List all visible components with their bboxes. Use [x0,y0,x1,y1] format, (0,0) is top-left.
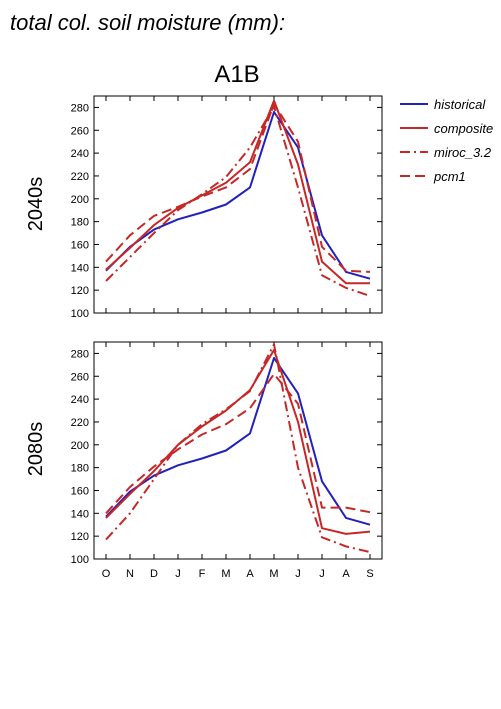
y-tick-label: 140 [71,508,89,520]
y-tick-label: 180 [71,217,89,229]
x-tick-label: F [199,568,206,580]
y-tick-label: 280 [71,348,89,360]
figure-title: total col. soil moisture (mm): [10,10,285,35]
legend-label: miroc_3.2 [434,145,492,160]
x-tick-label: M [221,568,230,580]
panel-2080s-label: 2080s [25,422,47,477]
y-tick-label: 160 [71,485,89,497]
x-tick-label: N [126,568,134,580]
legend-label: composite [434,121,493,136]
panel-2040s-frame [93,95,383,314]
y-tick-label: 220 [71,171,89,183]
y-tick-label: 280 [71,102,89,114]
scenario-title: A1B [214,61,259,88]
panel-2040s-label: 2040s [25,177,47,232]
panel-2080s: 2080s 100 120 140 160 180 200 220 240 260 280 O N D J… [25,341,383,580]
series-line-historical [105,357,371,526]
x-tick-label: S [366,568,373,580]
panel-2040s: 2040s 100 120 140 160 180 200 220 240 260 280 [25,95,383,320]
legend: historical composite miroc_3.2 pcm1 [400,97,493,184]
legend-item: composite [400,121,493,136]
series-line-composite [105,99,370,285]
y-tick-label: 160 [71,239,89,251]
legend-item: pcm1 [400,169,466,184]
y-tick-label: 260 [71,125,89,137]
y-tick-label: 120 [71,285,89,297]
x-tick-label: D [150,568,158,580]
panel-2080s-frame [93,341,383,560]
y-tick-label: 200 [71,440,89,452]
y-tick-label: 140 [71,262,89,274]
legend-item: historical [400,97,486,112]
y-tick-label: 100 [71,554,89,566]
series-line-miroc-3-2 [105,343,371,554]
series-line-historical [105,111,371,280]
series-line-pcm1 [105,373,371,514]
y-tick-label: 180 [71,463,89,475]
legend-item: miroc_3.2 [400,145,492,160]
x-tick-label: J [295,568,301,580]
x-tick-label: A [246,568,254,580]
x-tick-label: J [319,568,325,580]
x-tick-label: J [175,568,181,580]
y-tick-label: 220 [71,417,89,429]
y-tick-label: 240 [71,148,89,160]
y-tick-label: 100 [71,308,89,320]
y-tick-label: 200 [71,194,89,206]
y-tick-label: 240 [71,394,89,406]
legend-label: historical [434,97,486,112]
x-tick-label: A [342,568,350,580]
legend-label: pcm1 [433,169,466,184]
series-line-miroc-3-2 [105,105,371,297]
y-tick-label: 260 [71,371,89,383]
x-tick-label: M [269,568,278,580]
y-tick-label: 120 [71,531,89,543]
x-tick-label: O [102,568,111,580]
series-line-pcm1 [105,103,371,273]
